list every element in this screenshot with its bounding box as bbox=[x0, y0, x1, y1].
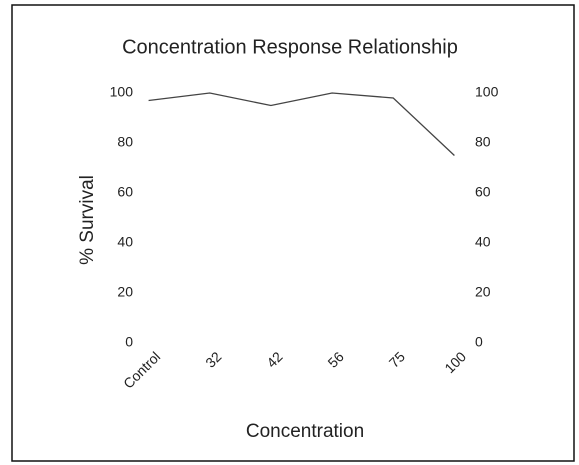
y-tick-label: 100 bbox=[110, 84, 134, 100]
y-tick-label: 20 bbox=[117, 284, 133, 300]
y2-tick-label: 100 bbox=[475, 84, 499, 100]
y-axis-label: % Survival bbox=[77, 175, 98, 265]
y-tick-label: 0 bbox=[125, 334, 133, 350]
data-line bbox=[148, 92, 455, 156]
chart-frame bbox=[11, 4, 575, 462]
y2-tick-label: 80 bbox=[475, 134, 491, 150]
y-tick-label: 40 bbox=[117, 234, 133, 250]
y2-tick-label: 60 bbox=[475, 184, 491, 200]
y2-tick-label: 20 bbox=[475, 284, 491, 300]
y2-tick-label: 0 bbox=[475, 334, 483, 350]
x-axis-label: Concentration bbox=[246, 421, 364, 442]
y2-tick-label: 40 bbox=[475, 234, 491, 250]
y-tick-label: 60 bbox=[117, 184, 133, 200]
y-tick-label: 80 bbox=[117, 134, 133, 150]
chart-title: Concentration Response Relationship bbox=[122, 36, 458, 58]
